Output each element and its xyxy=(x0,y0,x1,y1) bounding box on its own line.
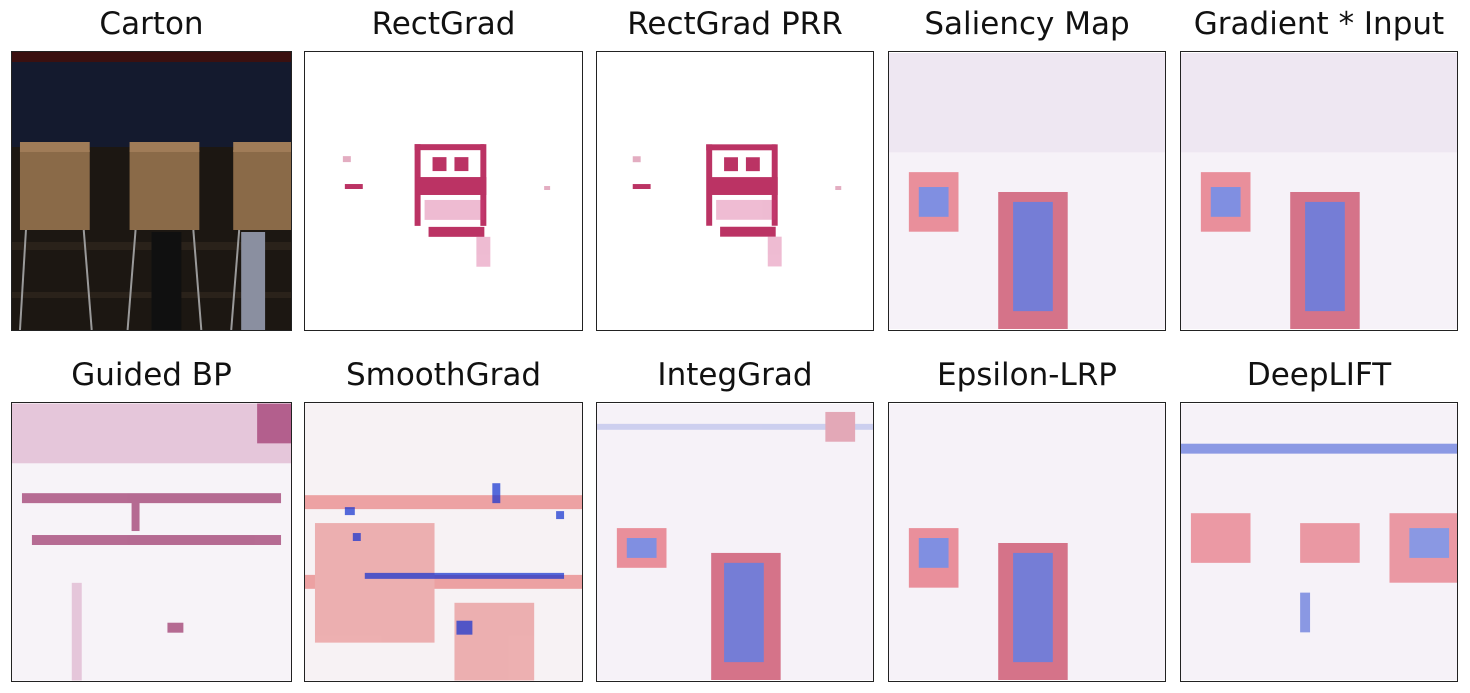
panel-saliency-map: Saliency Map xyxy=(888,0,1166,332)
attribution-map xyxy=(304,51,583,331)
panel-title: DeepLIFT xyxy=(1246,357,1392,393)
panel-integgrad: IntegGrad xyxy=(596,350,874,682)
attribution-map xyxy=(596,402,874,682)
attribution-map xyxy=(304,402,583,682)
panel-title: Guided BP xyxy=(71,357,232,393)
panel-carton: Carton xyxy=(11,0,292,332)
attribution-map xyxy=(596,51,874,331)
input-image xyxy=(11,51,292,331)
panel-title: Saliency Map xyxy=(924,6,1130,42)
panel-title: SmoothGrad xyxy=(345,357,542,393)
panel-title: Epsilon-LRP xyxy=(937,357,1117,393)
attribution-map xyxy=(888,402,1166,682)
panel-rectgrad-prr: RectGrad PRR xyxy=(596,0,874,332)
panel-epsilon-lrp: Epsilon-LRP xyxy=(888,350,1166,682)
panel-title: RectGrad xyxy=(371,6,516,42)
panel-smoothgrad: SmoothGrad xyxy=(304,350,583,682)
attribution-map xyxy=(888,51,1166,331)
panel-title: Carton xyxy=(99,6,204,42)
panel-title: Gradient * Input xyxy=(1193,6,1445,42)
panel-guided-bp: Guided BP xyxy=(11,350,292,682)
panel-rectgrad: RectGrad xyxy=(304,0,583,332)
attribution-map xyxy=(1180,402,1458,682)
panel-gradient-input: Gradient * Input xyxy=(1180,0,1458,332)
panel-title: RectGrad PRR xyxy=(627,6,843,42)
panel-deeplift: DeepLIFT xyxy=(1180,350,1458,682)
attribution-map xyxy=(1180,51,1458,331)
attribution-map xyxy=(11,402,292,682)
panel-title: IntegGrad xyxy=(657,357,813,393)
